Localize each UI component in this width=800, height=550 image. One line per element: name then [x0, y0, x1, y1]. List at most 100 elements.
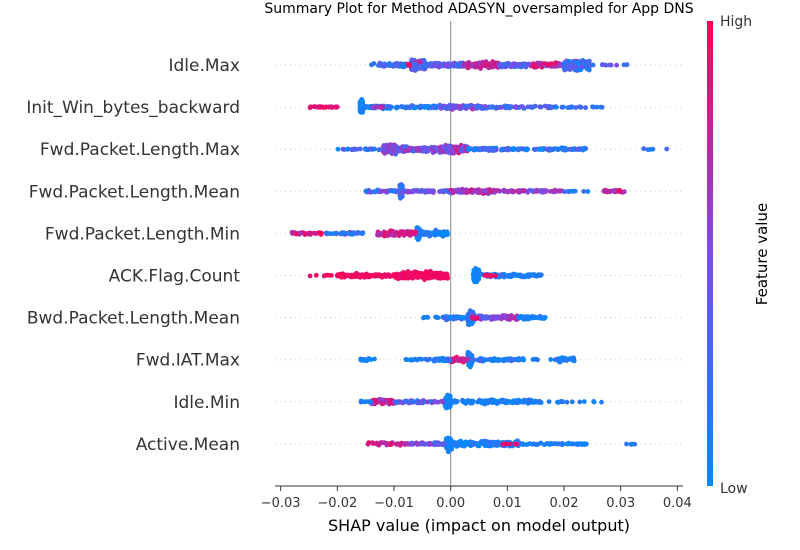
shap-point: [599, 104, 605, 110]
shap-point: [624, 441, 629, 447]
shap-point: [406, 62, 412, 67]
feature-points: [307, 266, 544, 285]
shap-point: [420, 232, 426, 238]
shap-point: [574, 147, 580, 152]
shap-point: [471, 441, 477, 447]
shap-point: [440, 144, 445, 150]
shap-point: [410, 357, 416, 363]
shap-point: [573, 105, 579, 110]
shap-point: [368, 399, 373, 405]
shap-point: [357, 146, 363, 152]
shap-point: [397, 229, 403, 235]
shap-point: [536, 398, 542, 404]
shap-point: [525, 104, 531, 110]
shap-point: [379, 274, 385, 280]
shap-point: [561, 61, 567, 67]
shap-point: [386, 104, 391, 109]
shap-point: [458, 315, 464, 320]
shap-point: [440, 314, 446, 320]
shap-point: [553, 60, 559, 66]
shap-point: [600, 62, 606, 68]
shap-point: [368, 273, 374, 278]
shap-point: [537, 313, 543, 319]
shap-point: [587, 63, 593, 68]
shap-point: [484, 273, 490, 278]
shap-point: [453, 442, 459, 447]
shap-point: [432, 440, 437, 446]
shap-point: [364, 147, 370, 153]
colorbar-gradient: [707, 21, 713, 486]
shap-point: [329, 273, 334, 278]
shap-point: [508, 357, 514, 362]
shap-point: [402, 104, 407, 110]
feature-points: [358, 349, 577, 370]
shap-point: [515, 62, 520, 68]
shap-point: [446, 447, 452, 452]
shap-point: [342, 273, 348, 279]
feature-points: [358, 392, 604, 411]
shap-point: [537, 104, 543, 110]
chart-title: Summary Plot for Method ADASYN_oversampl…: [264, 1, 693, 17]
colorbar-title: Feature value: [753, 203, 771, 305]
shap-point: [442, 105, 448, 111]
x-tick-label: −0.02: [317, 496, 357, 511]
shap-point: [410, 275, 416, 281]
shap-point: [577, 399, 583, 405]
shap-point: [394, 63, 400, 68]
shap-point: [424, 229, 430, 235]
shap-point: [387, 142, 393, 148]
shap-point: [617, 188, 623, 193]
shap-point: [411, 399, 417, 405]
shap-point: [494, 188, 500, 193]
shap-point: [482, 104, 488, 109]
shap-point: [491, 146, 497, 152]
shap-point: [532, 273, 538, 278]
shap-point: [568, 188, 574, 194]
shap-point: [499, 105, 505, 110]
shap-point: [581, 189, 587, 194]
shap-point: [439, 230, 445, 235]
shap-point: [437, 441, 442, 447]
shap-point: [530, 63, 536, 69]
shap-point: [432, 62, 437, 68]
shap-point: [526, 62, 532, 67]
shap-point: [422, 146, 428, 152]
feature-label: Fwd.Packet.Length.Max: [40, 140, 240, 160]
shap-point: [557, 359, 563, 365]
shap-point: [461, 356, 467, 362]
shap-point: [334, 272, 340, 278]
shap-point: [457, 357, 462, 363]
shap-point: [458, 438, 464, 444]
shap-point: [516, 146, 522, 152]
feature-points: [421, 308, 548, 328]
shap-point: [581, 399, 587, 404]
shap-point: [579, 64, 585, 69]
shap-point: [475, 188, 481, 194]
shap-point: [462, 63, 468, 69]
shap-point: [533, 315, 539, 320]
shap-point: [583, 105, 588, 111]
shap-point: [373, 272, 379, 278]
shap-point: [376, 147, 382, 153]
shap-point: [390, 188, 395, 194]
shap-point: [507, 441, 513, 447]
shap-point: [449, 147, 455, 153]
shap-point: [556, 441, 561, 447]
shap-point: [376, 399, 382, 405]
shap-point: [381, 440, 387, 445]
shap-point: [478, 399, 484, 405]
shap-point: [423, 356, 429, 362]
shap-point: [415, 272, 421, 278]
shap-point: [505, 273, 511, 279]
shap-point: [314, 231, 320, 236]
shap-point: [414, 148, 420, 153]
shap-point: [480, 62, 485, 68]
feature-label: Fwd.IAT.Max: [136, 351, 240, 371]
shap-point: [333, 104, 339, 110]
shap-point: [377, 62, 382, 68]
shap-point: [307, 273, 313, 279]
x-axis-title: SHAP value (impact on model output): [328, 516, 630, 535]
shap-point: [488, 273, 494, 279]
shap-point: [514, 399, 520, 405]
shap-point: [591, 399, 597, 405]
